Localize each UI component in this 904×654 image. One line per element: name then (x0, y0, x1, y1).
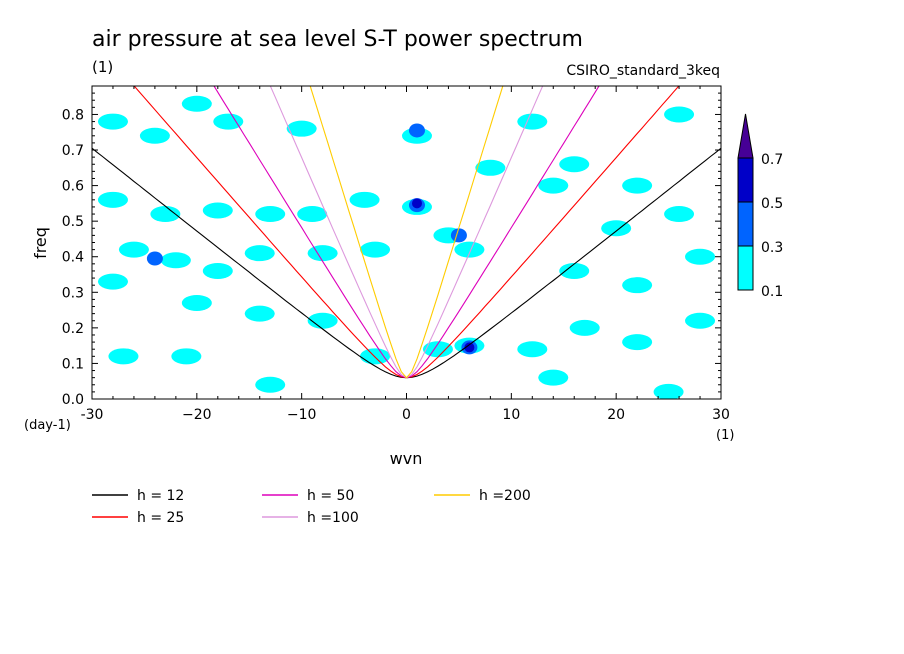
contour-blob-52 (146, 251, 163, 266)
contour-blob-5 (97, 191, 128, 208)
colorbar-label-0: 0.1 (761, 284, 783, 300)
contour-blob-30 (422, 341, 453, 358)
contour-blob-43 (569, 319, 600, 336)
contour-blob-19 (244, 305, 275, 322)
contour-blob-47 (653, 383, 684, 399)
colorbar: 0.1 0.3 0.5 0.7 (737, 113, 783, 300)
y-tick-label-4: 0.4 (62, 250, 84, 266)
contour-blob-37 (601, 220, 632, 237)
x-unit-label: (1) (716, 428, 734, 443)
chart-title: air pressure at sea level S-T power spec… (92, 27, 583, 52)
contour-blob-11 (118, 241, 149, 258)
legend-label-2: h = 50 (307, 488, 354, 504)
contour-blob-13 (202, 262, 233, 279)
contour-fill-layer (97, 95, 716, 399)
contour-blob-33 (538, 177, 569, 194)
contour-blob-16 (360, 241, 391, 258)
contour-blob-3 (213, 113, 244, 130)
chart-subtitle: (1) (92, 58, 113, 76)
y-tick-label-7: 0.7 (62, 143, 84, 159)
legend: h = 12 h = 25 h = 50 h =100 h =200 (92, 488, 531, 526)
contour-blob-1 (139, 127, 170, 144)
axis-ticks: -30 −20 −10 0 10 20 30 0.0 0.1 0.2 0.3 0.4 0.5 0.6 0.7… (62, 86, 730, 423)
contour-blob-0 (97, 113, 128, 130)
colorbar-segment-2 (737, 157, 754, 203)
contour-blob-28 (454, 241, 485, 258)
x-tick-label-5: 20 (607, 407, 625, 423)
contour-blob-40 (622, 277, 653, 294)
y-unit-label: (day-1) (24, 418, 71, 433)
contour-blob-20 (307, 312, 338, 329)
contour-blob-21 (108, 348, 139, 365)
y-axis-label: freq (31, 227, 50, 259)
contour-blob-38 (664, 206, 695, 223)
y-tick-label-5: 0.5 (62, 214, 84, 230)
contour-blob-23 (255, 376, 286, 393)
contour-blob-22 (171, 348, 202, 365)
contour-blob-4 (286, 120, 317, 137)
contour-blob-53 (411, 198, 422, 209)
contour-blob-50 (450, 228, 467, 243)
colorbar-arrow (737, 113, 754, 159)
contour-blob-36 (664, 106, 695, 123)
contour-blob-2 (181, 95, 212, 112)
colorbar-label-2: 0.5 (761, 196, 783, 212)
y-tick-label-2: 0.2 (62, 321, 84, 337)
contour-blob-46 (538, 369, 569, 386)
contour-blob-39 (559, 262, 590, 279)
contour-blob-10 (349, 191, 380, 208)
contour-blob-35 (622, 177, 653, 194)
x-tick-label-3: 0 (402, 407, 411, 423)
contour-blob-6 (150, 206, 181, 223)
contour-blob-15 (307, 245, 338, 262)
legend-label-0: h = 12 (137, 488, 184, 504)
contour-blob-7 (202, 202, 233, 219)
y-tick-label-6: 0.6 (62, 179, 84, 195)
y-tick-label-3: 0.3 (62, 285, 84, 301)
y-tick-label-1: 0.1 (62, 356, 84, 372)
source-label: CSIRO_standard_3keq (566, 63, 720, 79)
contour-blob-32 (517, 113, 548, 130)
contour-blob-42 (517, 341, 548, 358)
contour-blob-41 (685, 248, 716, 265)
curve-h-200 (309, 86, 504, 379)
legend-label-1: h = 25 (137, 510, 184, 526)
colorbar-label-1: 0.3 (761, 240, 783, 256)
colorbar-segment-0 (737, 245, 754, 291)
contour-blob-31 (475, 159, 506, 176)
colorbar-label-3: 0.7 (761, 152, 783, 168)
x-tick-label-4: 10 (502, 407, 520, 423)
legend-label-4: h =200 (479, 488, 531, 504)
y-tick-label-0: 0.0 (62, 392, 84, 408)
contour-blob-44 (622, 334, 653, 351)
dispersion-curves (92, 86, 721, 379)
legend-label-3: h =100 (307, 510, 359, 526)
x-axis-label: wvn (390, 449, 423, 468)
contour-blob-9 (297, 206, 328, 223)
x-tick-label-1: −20 (182, 407, 212, 423)
contour-blob-34 (559, 156, 590, 173)
contour-blob-54 (464, 342, 475, 353)
contour-blob-8 (255, 206, 286, 223)
contour-blob-45 (685, 312, 716, 329)
contour-blob-14 (244, 245, 275, 262)
contour-blob-18 (181, 294, 212, 311)
contour-blob-48 (408, 123, 425, 138)
y-tick-label-8: 0.8 (62, 107, 84, 123)
x-tick-label-6: 30 (712, 407, 730, 423)
x-tick-label-0: -30 (81, 407, 104, 423)
x-tick-label-2: −10 (287, 407, 317, 423)
colorbar-segment-1 (737, 201, 754, 247)
contour-blob-17 (97, 273, 128, 290)
contour-blob-12 (160, 252, 191, 269)
